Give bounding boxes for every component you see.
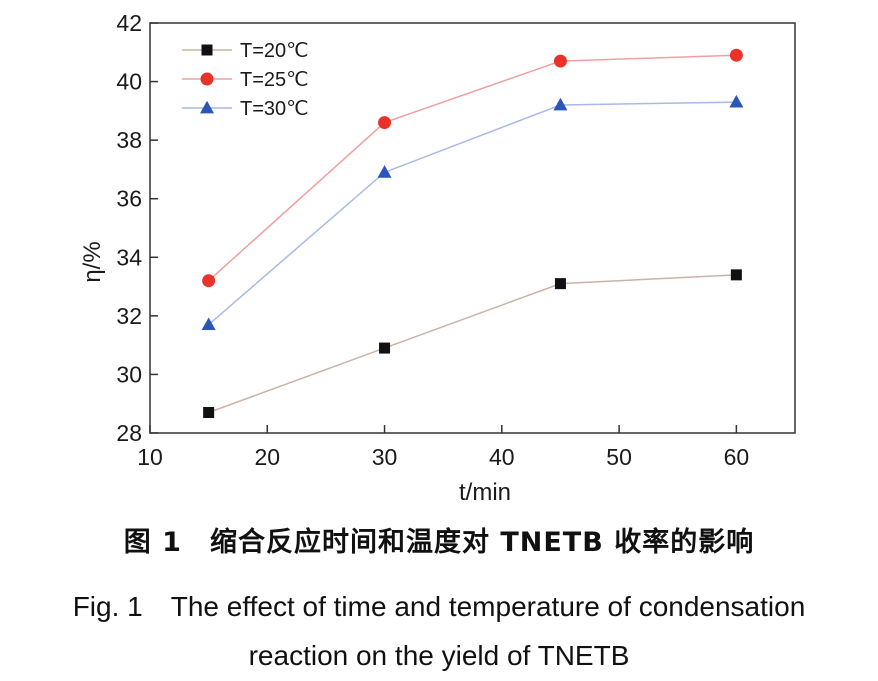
- y-tick-label: 42: [116, 10, 142, 36]
- y-tick-label: 36: [116, 186, 142, 212]
- data-point: [553, 97, 568, 111]
- chart: 28 30 32 34 36 38 40 42 10 20 30 40 50 60 T=20℃ T=25℃…: [79, 10, 796, 506]
- legend-marker: [200, 72, 214, 86]
- x-axis-title: t/min: [459, 479, 511, 506]
- y-tick-label: 32: [116, 303, 142, 329]
- y-tick-label: 38: [116, 127, 142, 153]
- x-tick-label: 40: [489, 444, 515, 470]
- data-point: [729, 48, 743, 62]
- data-point: [201, 317, 216, 331]
- legend-label: T=30℃: [240, 98, 309, 120]
- data-point: [729, 94, 744, 108]
- y-tick-label: 30: [116, 361, 142, 387]
- y-tick-label: 40: [116, 69, 142, 95]
- x-axis: 10 20 30 40 50 60: [137, 425, 749, 470]
- series-line: [208, 54, 737, 282]
- legend-marker: [200, 100, 214, 114]
- legend-label: T=25℃: [240, 69, 309, 91]
- x-tick-label: 20: [254, 444, 280, 470]
- legend-marker: [201, 44, 213, 56]
- data-point: [202, 274, 216, 288]
- data-point: [379, 342, 391, 354]
- data-point: [554, 278, 566, 290]
- series-line: [208, 101, 737, 326]
- x-tick-label: 50: [606, 444, 632, 470]
- data-point: [730, 269, 742, 281]
- y-tick-label: 34: [116, 244, 142, 270]
- series-line: [208, 274, 737, 414]
- x-tick-label: 30: [372, 444, 398, 470]
- data-point: [377, 165, 392, 178]
- legend: T=20℃ T=25℃ T=30℃: [182, 40, 309, 120]
- series-1: [203, 269, 742, 418]
- figure-caption-english-line2: reaction on the yield of TNETB: [248, 640, 630, 671]
- x-tick-label: 10: [137, 444, 163, 470]
- data-point: [378, 116, 392, 130]
- y-axis-title: η/%: [79, 241, 106, 282]
- legend-label: T=20℃: [240, 40, 309, 62]
- data-point: [553, 54, 567, 68]
- plot-frame: [149, 22, 796, 434]
- y-axis: 28 30 32 34 36 38 40 42: [116, 10, 158, 446]
- series-layer: [201, 48, 744, 418]
- figure-caption-chinese: 图 1 缩合反应时间和温度对 TNETB 收率的影响: [123, 527, 755, 558]
- series-3: [201, 94, 744, 331]
- y-tick-label: 28: [116, 420, 142, 446]
- series-2: [202, 48, 743, 288]
- x-tick-label: 60: [724, 444, 750, 470]
- data-point: [203, 407, 215, 418]
- figure-caption-english-line1: Fig. 1 The effect of time and temperatur…: [72, 591, 806, 622]
